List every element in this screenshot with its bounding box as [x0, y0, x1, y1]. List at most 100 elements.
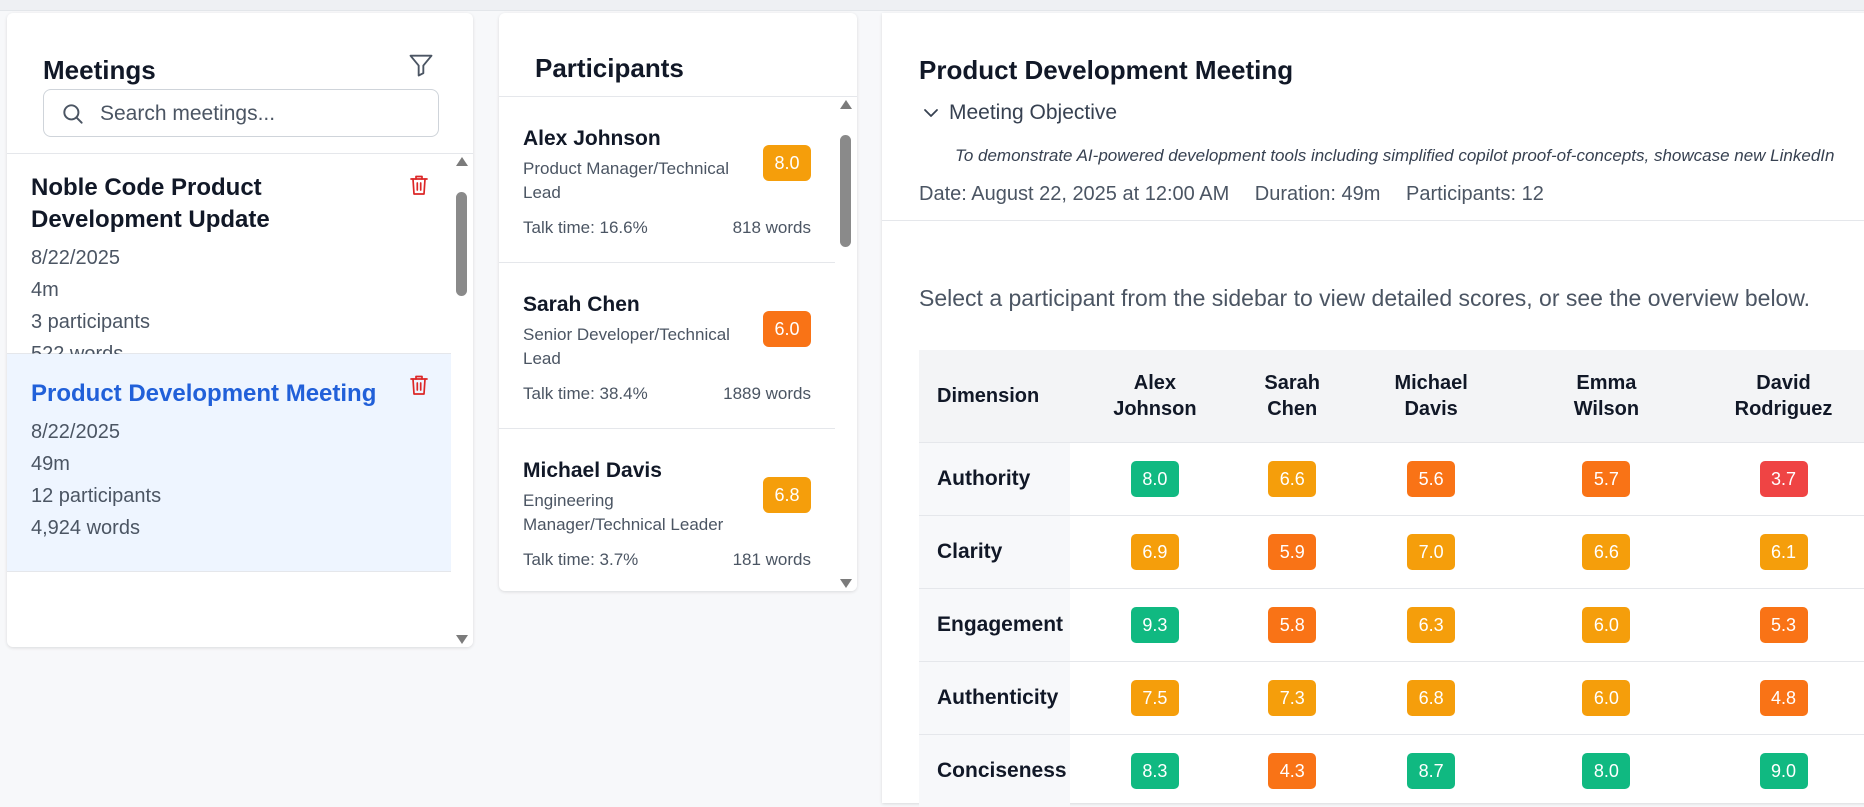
score-badge: 6.3 — [1407, 607, 1455, 643]
meetings-panel: Meetings Noble Code Product Development … — [7, 13, 473, 647]
score-badge: 8.0 — [1131, 461, 1179, 497]
score-badge: 6.1 — [1760, 534, 1808, 570]
score-badge: 6.0 — [1582, 680, 1630, 716]
column-header: Michael Davis — [1345, 350, 1518, 443]
participant-talk-time: Talk time: 38.4% — [523, 384, 648, 404]
score-badge: 5.7 — [1582, 461, 1630, 497]
participant-score-badge: 8.0 — [763, 145, 811, 181]
score-cell: 7.3 — [1240, 662, 1345, 735]
column-header: Emma Wilson — [1518, 350, 1695, 443]
search-icon — [60, 101, 86, 127]
table-row: Clarity 6.9 5.9 7.0 6.6 6.1 — [919, 516, 1864, 589]
score-cell: 5.3 — [1695, 589, 1864, 662]
scores-header-row: Dimension Alex Johnson Sarah Chen Michae… — [919, 350, 1864, 443]
participants-title: Participants — [535, 53, 684, 84]
meeting-date: Date: August 22, 2025 at 12:00 AM — [919, 183, 1229, 205]
score-badge: 8.7 — [1407, 753, 1455, 789]
top-bar — [0, 0, 1864, 11]
column-header: Sarah Chen — [1240, 350, 1345, 443]
score-badge: 5.8 — [1268, 607, 1316, 643]
participant-words: 1889 words — [723, 384, 811, 404]
score-badge: 8.0 — [1582, 753, 1630, 789]
score-badge: 5.9 — [1268, 534, 1316, 570]
table-row: Engagement 9.3 5.8 6.3 6.0 5.3 — [919, 589, 1864, 662]
score-badge: 9.3 — [1131, 607, 1179, 643]
score-cell: 5.7 — [1518, 443, 1695, 516]
meeting-meta: Date: August 22, 2025 at 12:00 AM Durati… — [919, 183, 1564, 206]
scroll-down-icon[interactable] — [456, 635, 468, 644]
scroll-up-icon[interactable] — [456, 157, 468, 166]
meeting-title: Product Development Meeting — [31, 378, 391, 410]
dimension-label: Clarity — [919, 516, 1070, 589]
score-cell: 6.8 — [1345, 662, 1518, 735]
column-header: Alex Johnson — [1070, 350, 1240, 443]
search-box — [43, 89, 439, 137]
meetings-list: Noble Code Product Development Update 8/… — [7, 154, 451, 647]
score-badge: 3.7 — [1760, 461, 1808, 497]
score-cell: 6.6 — [1518, 516, 1695, 589]
participant-item[interactable]: Alex Johnson Product Manager/Technical L… — [499, 97, 835, 263]
participant-score-badge: 6.8 — [763, 477, 811, 513]
participant-words: 181 words — [733, 550, 811, 570]
meeting-detail-panel: Product Development Meeting Meeting Obje… — [882, 13, 1864, 803]
score-badge: 5.6 — [1407, 461, 1455, 497]
score-cell: 5.8 — [1240, 589, 1345, 662]
score-cell: 8.0 — [1518, 735, 1695, 807]
score-cell: 9.3 — [1070, 589, 1240, 662]
participants-panel: Participants Alex Johnson Product Manage… — [499, 13, 857, 591]
participant-item[interactable]: Michael Davis Engineering Manager/Techni… — [499, 429, 835, 591]
search-input[interactable] — [98, 96, 432, 132]
participant-name: Alex Johnson — [523, 127, 661, 151]
score-badge: 7.0 — [1407, 534, 1455, 570]
meeting-date: 8/22/2025 — [31, 242, 451, 274]
scroll-up-icon[interactable] — [840, 100, 852, 109]
overview-hint: Select a participant from the sidebar to… — [919, 285, 1810, 312]
score-badge: 5.3 — [1760, 607, 1808, 643]
dimension-header: Dimension — [919, 350, 1070, 443]
score-cell: 9.0 — [1695, 735, 1864, 807]
score-badge: 7.3 — [1268, 680, 1316, 716]
objective-label: Meeting Objective — [949, 101, 1117, 125]
participants-list: Alex Johnson Product Manager/Technical L… — [499, 97, 835, 591]
delete-icon[interactable] — [409, 374, 429, 396]
meeting-item-active[interactable]: Product Development Meeting 8/22/2025 49… — [7, 354, 451, 572]
score-badge: 9.0 — [1760, 753, 1808, 789]
score-cell: 7.0 — [1345, 516, 1518, 589]
score-badge: 6.6 — [1268, 461, 1316, 497]
score-cell: 8.7 — [1345, 735, 1518, 807]
filter-icon[interactable] — [407, 51, 435, 79]
participant-role: Senior Developer/Technical Lead — [523, 323, 743, 371]
meeting-words: 4,924 words — [31, 512, 451, 544]
meetings-scrollbar[interactable] — [451, 154, 473, 647]
score-badge: 4.8 — [1760, 680, 1808, 716]
participant-item[interactable]: Sarah Chen Senior Developer/Technical Le… — [499, 263, 835, 429]
dimension-label: Conciseness — [919, 735, 1070, 807]
meeting-duration: 4m — [31, 274, 451, 306]
delete-icon[interactable] — [409, 174, 429, 196]
participant-talk-time: Talk time: 16.6% — [523, 218, 648, 238]
score-badge: 6.8 — [1407, 680, 1455, 716]
score-cell: 6.0 — [1518, 662, 1695, 735]
scroll-thumb[interactable] — [456, 192, 467, 296]
scroll-down-icon[interactable] — [840, 579, 852, 588]
meeting-duration: Duration: 49m — [1255, 183, 1381, 205]
meeting-detail-title: Product Development Meeting — [919, 55, 1293, 86]
meeting-item[interactable]: Noble Code Product Development Update 8/… — [7, 154, 451, 354]
meetings-title: Meetings — [43, 55, 156, 86]
score-cell: 6.9 — [1070, 516, 1240, 589]
score-badge: 6.6 — [1582, 534, 1630, 570]
meeting-duration: 49m — [31, 448, 451, 480]
score-badge: 6.0 — [1582, 607, 1630, 643]
participants-scrollbar[interactable] — [835, 97, 857, 591]
score-badge: 7.5 — [1131, 680, 1179, 716]
dimension-label: Engagement — [919, 589, 1070, 662]
score-badge: 6.9 — [1131, 534, 1179, 570]
participant-words: 818 words — [733, 218, 811, 238]
score-cell: 8.0 — [1070, 443, 1240, 516]
score-cell: 4.8 — [1695, 662, 1864, 735]
scroll-thumb[interactable] — [840, 135, 851, 247]
participant-name: Michael Davis — [523, 459, 662, 483]
